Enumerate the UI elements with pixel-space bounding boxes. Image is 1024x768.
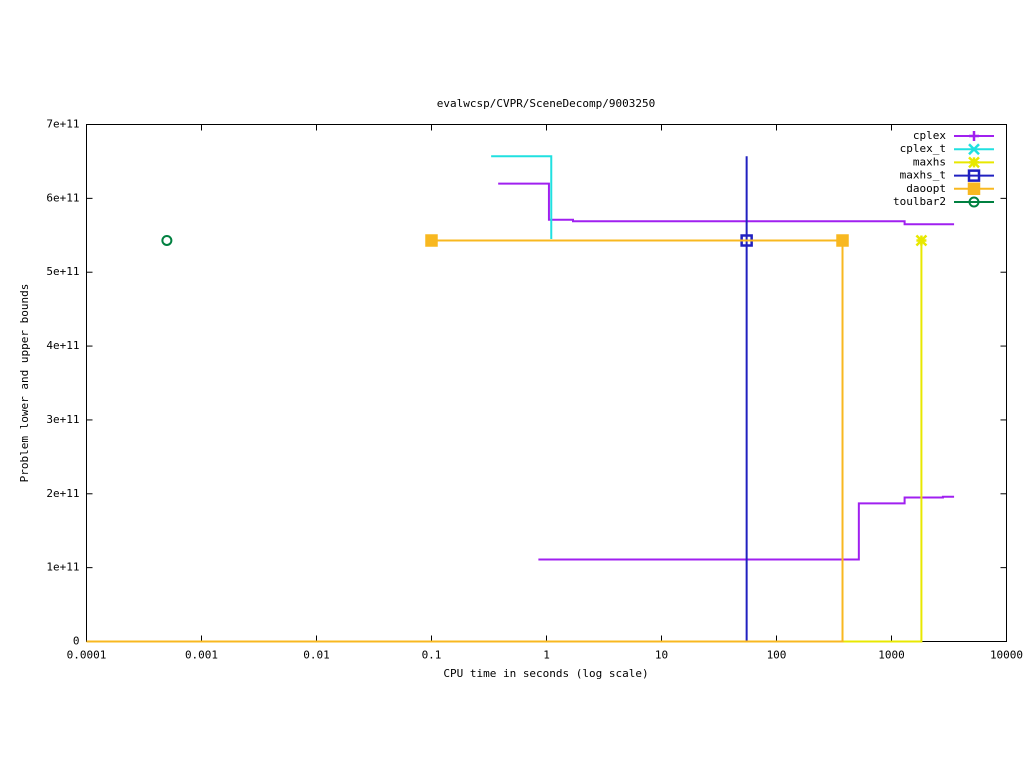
y-axis-label: Problem lower and upper bounds bbox=[18, 284, 31, 483]
y-tick-label: 5e+11 bbox=[46, 265, 79, 278]
legend-label: daoopt bbox=[906, 182, 946, 195]
y-tick-label: 7e+11 bbox=[46, 118, 79, 131]
x-tick-label: 1 bbox=[543, 649, 550, 662]
legend-marker bbox=[967, 182, 981, 196]
series-line bbox=[86, 240, 844, 643]
series-line bbox=[498, 182, 955, 226]
chart-title: evalwcsp/CVPR/SceneDecomp/9003250 bbox=[437, 97, 656, 110]
x-tick-label: 100 bbox=[767, 649, 787, 662]
y-tick-label: 6e+11 bbox=[46, 191, 79, 204]
y-tick-label: 2e+11 bbox=[46, 487, 79, 500]
x-tick-label: 0.001 bbox=[185, 649, 218, 662]
y-tick-label: 3e+11 bbox=[46, 413, 79, 426]
marker bbox=[425, 234, 438, 247]
legend-label: cplex bbox=[913, 129, 946, 142]
series-line bbox=[538, 495, 955, 561]
marker bbox=[740, 234, 753, 247]
x-tick-label: 10 bbox=[655, 649, 668, 662]
legend-marker bbox=[968, 156, 980, 169]
x-tick-label: 0.01 bbox=[303, 649, 330, 662]
plot-frame bbox=[86, 124, 1007, 642]
legend-marker bbox=[968, 143, 980, 156]
x-tick-label: 0.1 bbox=[422, 649, 442, 662]
marker bbox=[836, 234, 849, 247]
series-line bbox=[491, 155, 553, 239]
y-tick-label: 0 bbox=[73, 635, 80, 648]
legend-label: toulbar2 bbox=[893, 195, 946, 208]
marker bbox=[915, 234, 928, 247]
legend-marker bbox=[967, 169, 981, 182]
y-tick-label: 4e+11 bbox=[46, 339, 79, 352]
series-line bbox=[86, 240, 923, 643]
legend-marker bbox=[969, 131, 979, 141]
marker bbox=[161, 234, 173, 246]
x-axis-label: CPU time in seconds (log scale) bbox=[443, 667, 648, 680]
x-tick-label: 10000 bbox=[990, 649, 1023, 662]
legend-label: cplex_t bbox=[900, 142, 946, 155]
legend-marker bbox=[968, 196, 980, 208]
legend-label: maxhs_t bbox=[900, 169, 946, 182]
x-tick-label: 1000 bbox=[878, 649, 905, 662]
x-tick-label: 0.0001 bbox=[67, 649, 107, 662]
legend-label: maxhs bbox=[913, 155, 946, 168]
y-tick-label: 1e+11 bbox=[46, 561, 79, 574]
series-line bbox=[86, 156, 748, 643]
